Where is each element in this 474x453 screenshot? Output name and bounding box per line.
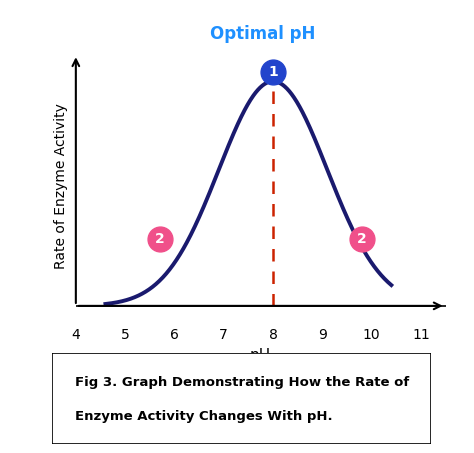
Text: 1: 1 [268,65,278,79]
Y-axis label: Rate of Enzyme Activity: Rate of Enzyme Activity [54,103,67,269]
X-axis label: pH: pH [250,348,271,363]
Text: Optimal pH: Optimal pH [210,25,316,43]
Point [358,235,365,242]
Text: 2: 2 [155,231,164,246]
Point [156,235,164,242]
Text: Enzyme Activity Changes With pH.: Enzyme Activity Changes With pH. [75,410,333,423]
Text: 2: 2 [357,231,366,246]
Text: Fig 3. Graph Demonstrating How the Rate of: Fig 3. Graph Demonstrating How the Rate … [75,376,409,389]
Point [269,69,277,76]
FancyBboxPatch shape [52,353,431,444]
